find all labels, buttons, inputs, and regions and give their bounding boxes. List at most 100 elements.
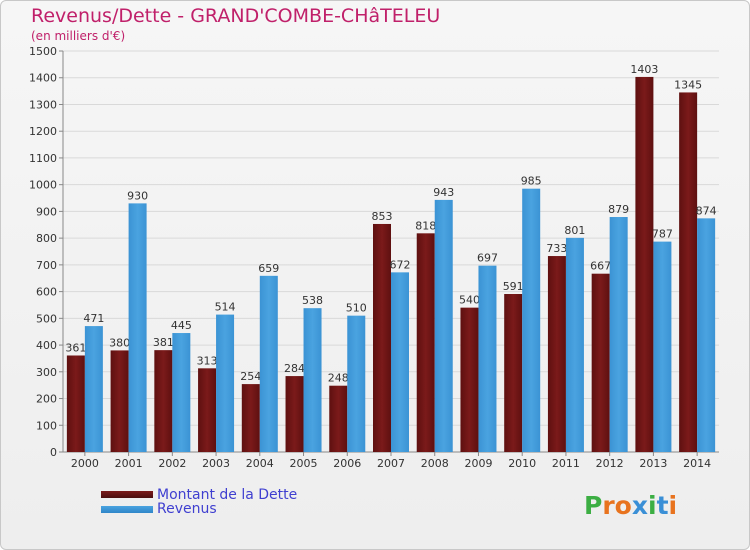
x-tick-label: 2014: [683, 457, 711, 470]
debt-bar: [504, 294, 523, 452]
debt-bar: [547, 256, 566, 452]
revenue-bar: [172, 333, 191, 452]
revenue-value-label: 510: [346, 302, 367, 315]
revenue-bar: [565, 237, 584, 452]
debt-bar: [329, 385, 348, 452]
x-tick-label: 2008: [421, 457, 449, 470]
revenue-bar: [522, 188, 541, 452]
revenue-bar: [84, 326, 103, 452]
revenue-value-label: 801: [564, 224, 585, 237]
x-tick-label: 2013: [639, 457, 667, 470]
logo-letter: t: [656, 491, 669, 520]
y-tick-label: 100: [36, 419, 57, 432]
debt-bar: [373, 223, 391, 452]
x-tick-label: 2004: [246, 457, 274, 470]
logo-letter: o: [614, 491, 632, 520]
revenue-value-label: 787: [652, 228, 673, 241]
debt-value-label: 254: [240, 370, 261, 383]
debt-value-label: 380: [109, 336, 130, 349]
revenue-bar: [609, 217, 628, 452]
revenue-value-label: 471: [83, 312, 104, 325]
x-tick-label: 2003: [202, 457, 230, 470]
y-tick-label: 0: [50, 446, 57, 459]
y-tick-label: 400: [36, 339, 57, 352]
debt-value-label: 313: [197, 354, 218, 367]
x-tick-label: 2002: [158, 457, 186, 470]
logo-letter: i: [648, 491, 657, 520]
revenue-bar: [434, 199, 453, 452]
x-tick-label: 2012: [596, 457, 624, 470]
y-tick-label: 300: [36, 366, 57, 379]
y-tick-label: 1000: [29, 179, 57, 192]
y-tick-label: 1400: [29, 72, 57, 85]
x-tick-label: 2010: [508, 457, 536, 470]
debt-value-label: 540: [459, 294, 480, 307]
logo-letter: r: [602, 491, 615, 520]
revenue-bar: [259, 275, 278, 452]
debt-value-label: 591: [503, 280, 524, 293]
debt-bar: [66, 355, 85, 452]
legend-swatch-debt: [101, 491, 153, 498]
legend-label-debt: Montant de la Dette: [157, 487, 298, 503]
revenue-bar: [478, 265, 497, 452]
x-tick-label: 2006: [333, 457, 361, 470]
x-tick-label: 2011: [552, 457, 580, 470]
revenue-value-label: 985: [521, 175, 542, 188]
x-tick-label: 2007: [377, 457, 405, 470]
debt-value-label: 1403: [630, 63, 658, 76]
debt-bar: [198, 368, 217, 452]
proxiti-logo: Proxiti: [584, 491, 677, 520]
y-tick-label: 1500: [29, 45, 57, 58]
debt-bar: [635, 76, 654, 452]
revenue-value-label: 672: [390, 258, 411, 271]
debt-value-label: 853: [372, 210, 393, 223]
debt-bar: [416, 233, 435, 452]
debt-bar: [679, 92, 698, 452]
y-tick-label: 800: [36, 232, 57, 245]
revenue-value-label: 538: [302, 294, 323, 307]
y-tick-label: 600: [36, 286, 57, 299]
debt-value-label: 361: [65, 341, 86, 354]
chart-title: Revenus/Dette - GRAND'COMBE-CHâTELEU: [31, 5, 441, 27]
debt-value-label: 284: [284, 362, 305, 375]
revenue-value-label: 943: [433, 186, 454, 199]
legend-label-revenue: Revenus: [157, 501, 217, 517]
revenue-bar: [653, 241, 672, 452]
revenue-bar: [347, 315, 366, 452]
debt-bar: [591, 273, 610, 452]
x-tick-label: 2009: [464, 457, 492, 470]
chart-subtitle: (en milliers d'€): [31, 29, 126, 43]
debt-value-label: 381: [153, 336, 174, 349]
revenue-bar: [391, 272, 409, 452]
debt-bar: [154, 350, 173, 452]
debt-value-label: 248: [328, 372, 349, 385]
revenue-value-label: 874: [696, 204, 717, 217]
revenue-bar: [303, 308, 322, 452]
x-tick-label: 2000: [71, 457, 99, 470]
debt-bar: [241, 384, 260, 452]
legend-swatch-revenue: [101, 506, 153, 513]
debt-value-label: 667: [590, 260, 611, 273]
y-tick-label: 1200: [29, 125, 57, 138]
debt-bar: [285, 376, 304, 452]
logo-letter: P: [584, 491, 603, 520]
x-tick-label: 2005: [290, 457, 318, 470]
debt-value-label: 1345: [674, 78, 702, 91]
debt-value-label: 733: [546, 242, 567, 255]
revenue-value-label: 659: [258, 262, 279, 275]
revenue-value-label: 445: [171, 319, 192, 332]
logo-letter: x: [631, 491, 648, 520]
debt-bar: [460, 307, 479, 452]
revenue-value-label: 879: [608, 203, 629, 216]
revenue-bar: [216, 314, 235, 452]
y-tick-label: 200: [36, 393, 57, 406]
logo-letter: i: [668, 491, 678, 520]
revenue-bar: [128, 203, 147, 452]
debt-value-label: 818: [415, 219, 436, 232]
revenue-bar: [697, 218, 716, 452]
x-tick-label: 2001: [115, 457, 143, 470]
debt-bar: [110, 350, 129, 452]
revenue-value-label: 514: [215, 301, 236, 314]
